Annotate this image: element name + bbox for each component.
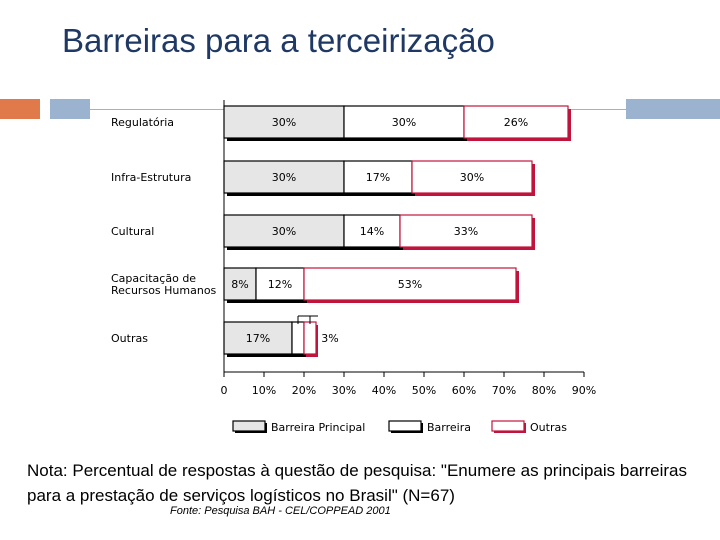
bar-value-label: 33% [454,225,478,238]
accent-bar-blue-left [50,99,90,119]
category-label: Regulatória [111,116,174,129]
bar-segment [223,321,293,355]
bar-segment [399,214,533,248]
bar-segment [303,321,317,355]
accent-bar-blue-right [626,99,720,119]
x-tick-label: 50% [412,384,436,397]
accent-bar-orange [0,99,40,119]
bar-segment [343,160,413,194]
bar-value-label: 30% [272,171,296,184]
chart-source: Fonte: Pesquisa BAH - CEL/COPPEAD 2001 [170,505,391,517]
x-tick-label: 60% [452,384,476,397]
chart-container: Regulatória 30% 30% 26% Infra-Estrutura 30% 17… [111,100,596,434]
legend-swatch [388,420,422,432]
bar-value-label: 26% [504,116,528,129]
chart-note: Nota: Percentual de respostas à questão … [27,461,687,505]
x-tick-label: 80% [532,384,556,397]
bar-segment [463,105,569,139]
x-tick-label: 70% [492,384,516,397]
category-label: Infra-Estrutura [111,171,191,184]
legend-label: Outras [530,421,567,434]
x-tick-label: 30% [332,384,356,397]
bar-value-label: 30% [392,116,416,129]
bar-value-label: 30% [272,116,296,129]
bar-segment [223,105,345,139]
x-tick-label: 90% [572,384,596,397]
bar-segment [411,160,533,194]
category-label: Recursos Humanos [111,284,217,297]
bar-value-label: 14% [360,225,384,238]
bar-value-label: 30% [272,225,296,238]
bar-segment [255,267,305,301]
x-tick-label: 20% [292,384,316,397]
category-label: Capacitação de [111,272,196,285]
bar-value-label: 12% [268,278,292,291]
bar-value-label: 3% [321,332,338,345]
x-tick-label: 10% [252,384,276,397]
bar-segment [223,214,345,248]
legend-label: Barreira [427,421,471,434]
bar-segment [291,321,305,355]
legend-swatch [232,420,266,432]
slide-title: Barreiras para a terceirização [62,22,495,59]
bar-value-label: 30% [460,171,484,184]
category-label: Outras [111,332,148,345]
bar-value-label: 17% [366,171,390,184]
bar-segment [303,267,517,301]
category-label: Cultural [111,225,154,238]
x-tick-label: 40% [372,384,396,397]
bar-value-label: 17% [246,332,270,345]
bar-segment [343,214,401,248]
legend-swatch [491,420,525,432]
bar-value-label: 8% [231,278,248,291]
legend-label: Barreira Principal [271,421,365,434]
x-tick-label: 0 [221,384,228,397]
stacked-bar-chart: Regulatória 30% 30% 26% Infra-Estrutura 30% 17… [111,100,596,434]
bar-value-label: 53% [398,278,422,291]
